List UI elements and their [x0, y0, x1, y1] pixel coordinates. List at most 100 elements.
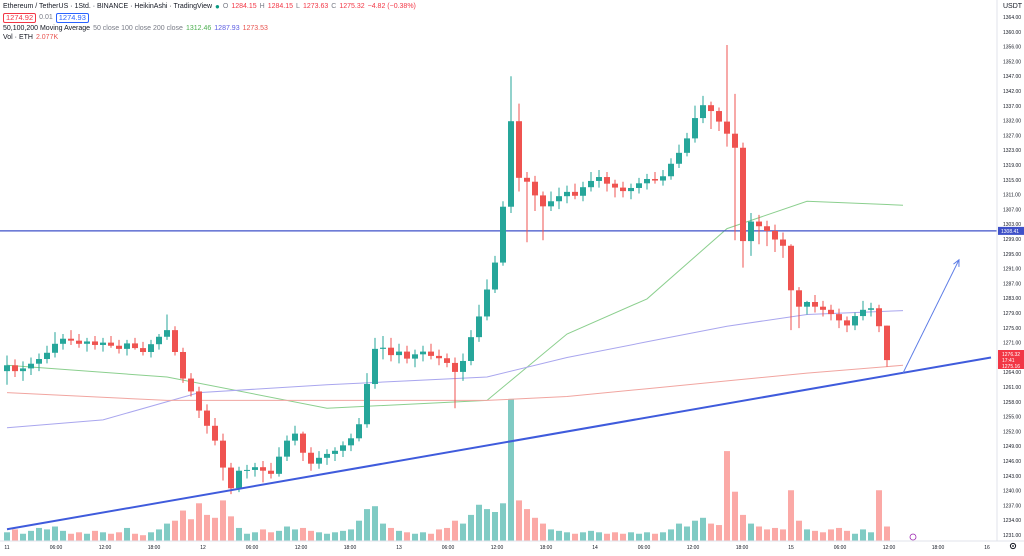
- volume-bar: [812, 530, 818, 541]
- candle-body: [412, 354, 418, 359]
- volume-bar: [660, 532, 666, 541]
- volume-bar: [604, 533, 610, 541]
- candle-body: [268, 470, 274, 474]
- volume-legend-row[interactable]: Vol · ETH 2.077K: [3, 33, 416, 43]
- candle-body: [556, 196, 562, 202]
- candle-body: [796, 290, 802, 307]
- candles: [4, 45, 890, 495]
- volume-bar: [140, 535, 146, 541]
- volume-bar: [68, 533, 74, 541]
- time-tick-label: 12:00: [295, 545, 308, 551]
- price-tick-label: 1279.00: [1003, 311, 1021, 317]
- symbol-title[interactable]: Ethereum / TetherUS · 1Std. · BINANCE · …: [3, 3, 213, 10]
- volume-bar: [636, 533, 642, 541]
- candle-body: [708, 105, 714, 112]
- candle-body: [60, 338, 66, 344]
- volume-legend-label: Vol · ETH: [3, 34, 33, 41]
- time-tick-label: 11: [4, 545, 9, 551]
- volume-bar: [28, 530, 34, 541]
- volume-bar: [252, 532, 258, 541]
- volume-bar: [548, 529, 554, 541]
- moving-average-ma200: [6, 364, 904, 401]
- candle-body: [212, 425, 218, 441]
- price-tick-label: 1231.00: [1003, 533, 1021, 539]
- gear-icon[interactable]: [1009, 542, 1017, 550]
- volume-legend-value: 2.077K: [35, 34, 59, 41]
- candle-body: [356, 424, 362, 439]
- price-axis-currency: USDT: [1003, 3, 1023, 10]
- volume-bar: [4, 532, 10, 541]
- volume-bar: [508, 398, 514, 541]
- hline-price-label: 1308.41: [1001, 229, 1019, 235]
- volume-bar: [788, 490, 794, 541]
- volume-bar: [700, 517, 706, 541]
- volume-bar: [860, 529, 866, 541]
- candle-body: [244, 469, 250, 471]
- volume-bar: [460, 523, 466, 541]
- time-tick-label: 12:00: [883, 545, 896, 551]
- volume-bar: [156, 529, 162, 541]
- price-tick-label: 1315.00: [1003, 178, 1021, 184]
- candle-body: [444, 358, 450, 363]
- price-tick-label: 1240.00: [1003, 489, 1021, 495]
- time-tick-label: 06:00: [834, 545, 847, 551]
- volume-bar: [20, 533, 26, 541]
- candle-body: [276, 456, 282, 474]
- volume-bar: [620, 533, 626, 541]
- event-marker-icon: [909, 533, 917, 541]
- candle-body: [180, 351, 186, 379]
- volume-bar: [36, 527, 42, 541]
- volume-bar: [452, 520, 458, 541]
- volume-bar: [724, 451, 730, 541]
- candle-body: [852, 316, 858, 326]
- candle-body: [404, 351, 410, 359]
- price-tick-label: 1303.00: [1003, 222, 1021, 228]
- volume-bar: [292, 529, 298, 541]
- ma-legend-row[interactable]: 50,100,200 Moving Average 50 close 100 c…: [3, 24, 416, 34]
- candle-body: [164, 330, 170, 337]
- volume-bar: [556, 530, 562, 541]
- price-tick-label: 1246.00: [1003, 459, 1021, 465]
- volume-bar: [828, 529, 834, 541]
- price-tick-label: 1237.00: [1003, 503, 1021, 509]
- volume-bar: [444, 527, 450, 541]
- candle-body: [564, 191, 570, 197]
- time-tick-label: 13: [396, 545, 402, 551]
- candle-body: [44, 352, 50, 360]
- volume-bar: [820, 532, 826, 541]
- price-tick-label: 1342.00: [1003, 89, 1021, 95]
- volume-bar: [652, 533, 658, 541]
- volume-bar: [260, 529, 266, 541]
- candle-body: [724, 121, 730, 134]
- volume-bar: [308, 530, 314, 541]
- candle-body: [860, 309, 866, 317]
- candle-body: [204, 410, 210, 426]
- buy-button[interactable]: 1274.93: [55, 12, 89, 23]
- volume-bar: [396, 530, 402, 541]
- candle-body: [476, 316, 482, 338]
- volume-bar: [708, 523, 714, 541]
- candle-body: [572, 191, 578, 196]
- candle-body: [76, 340, 82, 344]
- candle-body: [868, 308, 874, 310]
- candle-body: [348, 438, 354, 446]
- price-tick-label: 1307.00: [1003, 207, 1021, 213]
- candle-body: [516, 121, 522, 178]
- open-label: O: [222, 3, 229, 10]
- ma200-value: 1273.53: [242, 24, 268, 32]
- volume-bar: [692, 520, 698, 541]
- volume-bar: [868, 532, 874, 541]
- sell-button[interactable]: 1274.92: [3, 12, 37, 23]
- ma100-value: 1287.93: [214, 24, 240, 32]
- volume-bar: [876, 490, 882, 541]
- volume-bar: [676, 523, 682, 541]
- price-tick-label: 1252.00: [1003, 429, 1021, 435]
- candle-body: [716, 111, 722, 122]
- candle-body: [732, 133, 738, 148]
- trade-row: 1274.92 0.01 1274.93: [3, 12, 416, 24]
- live-status-icon: ●: [215, 2, 220, 11]
- candle-body: [836, 314, 842, 321]
- candle-body: [668, 163, 674, 177]
